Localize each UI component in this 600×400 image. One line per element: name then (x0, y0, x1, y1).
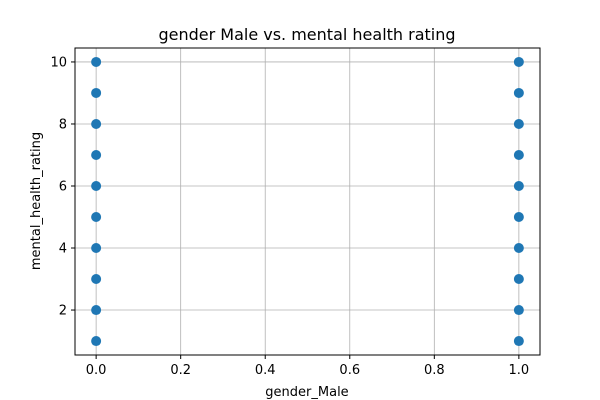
y-tick-label: 8 (59, 117, 67, 132)
data-point (513, 274, 524, 285)
y-axis-ticks: 2 4 6 8 10 (50, 55, 75, 319)
x-axis-ticks: 0.0 0.2 0.4 0.6 0.8 1.0 (86, 355, 529, 378)
data-point (91, 87, 102, 98)
y-tick-label: 6 (59, 179, 67, 194)
data-point (513, 180, 524, 191)
plot-area-frame (74, 47, 541, 356)
grid (75, 48, 540, 355)
x-tick-label: 1.0 (509, 363, 530, 378)
data-point (513, 212, 524, 223)
data-point (91, 180, 102, 191)
data-point (91, 274, 102, 285)
data-points (91, 56, 524, 347)
data-point (513, 149, 524, 160)
data-point (513, 118, 524, 129)
x-tick-label: 0.8 (424, 363, 445, 378)
y-tick-label: 4 (59, 242, 67, 257)
data-point (91, 336, 102, 347)
x-tick-label: 0.0 (86, 363, 107, 378)
data-point (513, 336, 524, 347)
y-tick-label: 2 (59, 304, 67, 319)
data-point (513, 87, 524, 98)
data-point (91, 305, 102, 316)
data-point (91, 212, 102, 223)
y-axis-label: mental_health_rating (29, 132, 44, 270)
chart-title: gender Male vs. mental health rating (158, 25, 455, 44)
x-tick-label: 0.6 (339, 363, 360, 378)
data-point (91, 149, 102, 160)
data-point (513, 56, 524, 67)
x-axis-label: gender_Male (265, 385, 348, 400)
y-tick-label: 10 (50, 55, 67, 70)
data-point (91, 118, 102, 129)
data-point (513, 305, 524, 316)
data-point (91, 56, 102, 67)
data-point (91, 243, 102, 254)
x-tick-label: 0.4 (255, 363, 276, 378)
data-point (513, 243, 524, 254)
x-tick-label: 0.2 (170, 363, 191, 378)
